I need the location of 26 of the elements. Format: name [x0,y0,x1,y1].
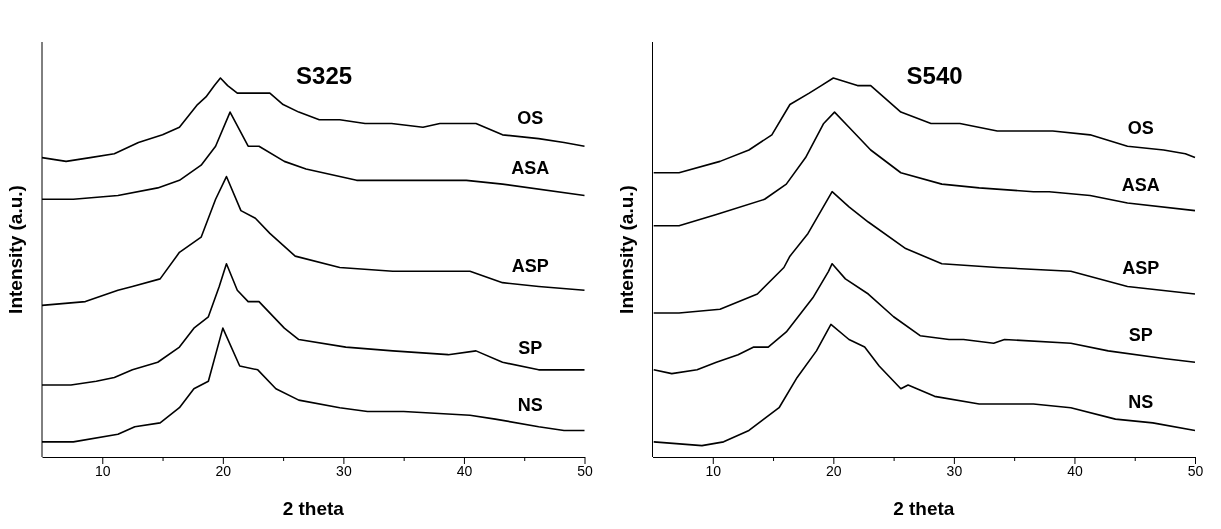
x-tick-label: 20 [215,462,232,479]
x-tick-label: 30 [946,462,963,479]
series-label: NS [517,395,543,416]
x-tick-label: 20 [826,462,842,479]
x-tick-label: 50 [1187,462,1204,479]
x-axis-title: 2 theta [893,498,955,519]
y-axis-title: Intensity (a.u.) [5,185,26,314]
series-label: ASP [511,255,549,276]
x-tick-label: 10 [94,462,111,479]
series-label: NS [1128,391,1154,412]
x-axis-title: 2 theta [282,498,345,519]
chart-title: S540 [906,62,963,89]
y-axis-title: Intensity (a.u.) [615,185,637,314]
series-label: OS [1127,117,1154,138]
chart-title: S325 [296,62,353,89]
x-tick-label: 10 [705,462,722,479]
series-label: ASP [1122,257,1160,278]
series-label: SP [1128,325,1153,346]
x-tick-label: 40 [456,462,473,479]
series-label: ASA [511,157,550,178]
x-tick-label: 30 [336,462,352,479]
series-label: OS [517,107,544,128]
x-tick-label: 40 [1067,462,1083,479]
series-label: ASA [1121,174,1160,195]
x-tick-label: 50 [577,462,593,479]
series-label: SP [518,338,543,359]
